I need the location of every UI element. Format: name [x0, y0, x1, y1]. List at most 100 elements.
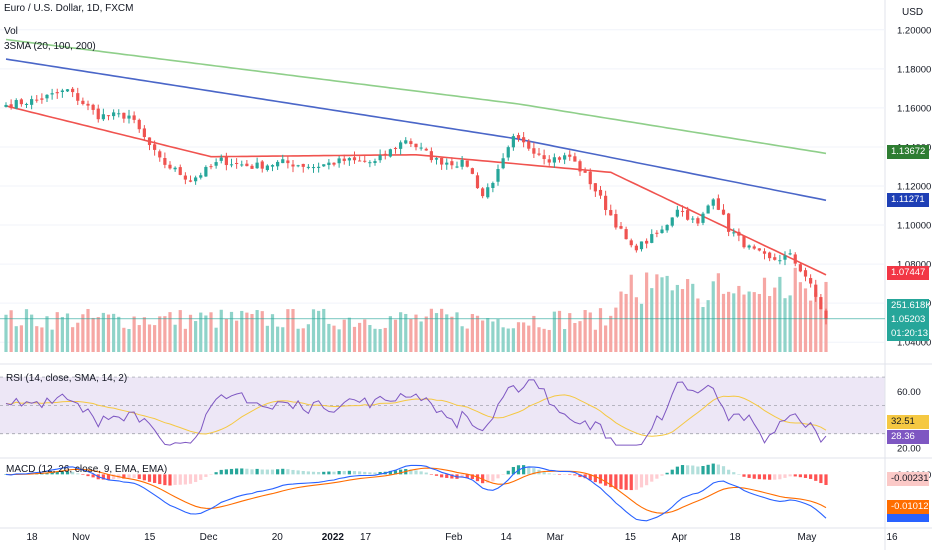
- candle-body: [624, 229, 628, 240]
- macd-histogram-bar: [163, 474, 167, 486]
- candle-body: [778, 260, 782, 262]
- candle-body: [762, 251, 767, 254]
- volume-bar: [619, 291, 623, 352]
- candle-body: [86, 103, 90, 106]
- macd-histogram-bar: [563, 474, 567, 475]
- volume-bar: [429, 308, 433, 352]
- volume-bar: [404, 313, 408, 352]
- macd-histogram-bar: [604, 474, 608, 486]
- candle-body: [106, 115, 111, 117]
- macd-histogram-bar: [778, 474, 782, 480]
- macd-histogram-bar: [301, 470, 305, 475]
- volume-bar: [752, 292, 756, 352]
- volume-bar: [445, 314, 449, 352]
- macd-histogram-bar: [768, 474, 772, 480]
- volume-bar: [101, 312, 105, 352]
- macd-label[interactable]: MACD (12, 26, close, 9, EMA, EMA): [6, 464, 168, 475]
- macd-histogram-bar: [204, 474, 208, 477]
- macd-histogram-bar: [240, 468, 244, 475]
- candle-body: [460, 159, 464, 167]
- volume-bar: [50, 329, 54, 352]
- volume-bar: [486, 318, 490, 352]
- currency-label[interactable]: USD: [902, 7, 924, 18]
- volume-bar: [342, 319, 346, 352]
- volume-bar: [588, 312, 592, 352]
- macd-histogram-bar: [188, 474, 193, 484]
- macd-histogram-bar: [624, 474, 628, 490]
- volume-bar: [255, 310, 259, 352]
- candle-body: [752, 246, 756, 249]
- candle-body: [399, 142, 403, 149]
- macd-histogram-bar: [440, 474, 444, 478]
- candle-body: [655, 232, 659, 234]
- volume-bar: [158, 316, 162, 352]
- date-tick-label: Mar: [547, 532, 565, 543]
- macd-histogram-bar: [306, 471, 310, 475]
- macd-histogram-bar: [317, 471, 321, 475]
- date-tick-label: 15: [625, 532, 637, 543]
- candle-body: [332, 162, 336, 165]
- macd-histogram-bar: [527, 466, 531, 475]
- candle-body: [542, 155, 546, 160]
- candle-body: [552, 157, 556, 163]
- volume-bar: [557, 310, 562, 352]
- macd-histogram-bar: [219, 469, 223, 475]
- volume-bar: [132, 316, 136, 352]
- volume-bar: [45, 316, 49, 352]
- volume-bar: [347, 317, 351, 352]
- macd-histogram-bar: [50, 471, 54, 475]
- candle-body: [178, 167, 182, 175]
- rsi-tick-label: 20.00: [897, 443, 921, 454]
- candle-body: [819, 297, 823, 310]
- volume-bar: [30, 314, 34, 352]
- volume-bar: [470, 314, 474, 352]
- rsi-ma-line: [5, 394, 827, 437]
- macd-histogram-bar: [86, 474, 90, 477]
- volume-badge: 251.618K: [887, 299, 929, 313]
- countdown-badge: 01:20:13: [887, 327, 929, 341]
- macd-histogram-bar: [522, 465, 526, 475]
- macd-histogram-bar: [178, 474, 182, 485]
- candle-body: [496, 169, 500, 182]
- macd-histogram-bar: [609, 474, 613, 488]
- volume-bar: [153, 325, 157, 352]
- price-tick-label: 1.20000: [897, 25, 931, 36]
- volume-bar: [711, 281, 715, 352]
- sma20-line: [5, 105, 827, 276]
- macd-histogram-bar: [588, 474, 592, 481]
- volume-bar: [604, 325, 608, 352]
- candle-body: [24, 103, 29, 105]
- macd-histogram-bar: [665, 472, 669, 475]
- signal-badge: -0.01012: [887, 500, 929, 514]
- macd-histogram-bar: [419, 471, 423, 475]
- sma-label[interactable]: 3SMA (20, 100, 200): [4, 41, 96, 52]
- macd-histogram-bar: [762, 474, 767, 480]
- volume-bar: [14, 326, 18, 352]
- candle-body: [727, 213, 731, 232]
- rsi-label[interactable]: RSI (14, close, SMA, 14, 2): [6, 373, 128, 384]
- candle-body: [686, 210, 690, 220]
- candle-body: [809, 278, 813, 284]
- macd-histogram-bar: [281, 468, 285, 475]
- volume-bar: [393, 319, 398, 352]
- candle-body: [317, 166, 321, 168]
- macd-histogram-bar: [55, 471, 59, 475]
- candle-body: [711, 199, 715, 206]
- vol-label[interactable]: Vol: [4, 26, 18, 37]
- candle-body: [240, 164, 244, 166]
- volume-bar: [301, 328, 305, 352]
- date-tick-label: May: [798, 532, 817, 543]
- macd-histogram-bar: [378, 471, 382, 475]
- volume-bar: [24, 309, 29, 352]
- macd-histogram-bar: [183, 474, 187, 485]
- candle-body: [153, 144, 157, 150]
- macd-histogram-bar: [112, 474, 116, 480]
- candle-body: [701, 213, 705, 223]
- candle-body: [71, 88, 75, 93]
- candle-body: [486, 187, 490, 198]
- volume-bar: [209, 312, 213, 352]
- date-tick-label: 20: [272, 532, 284, 543]
- candle-body: [117, 113, 121, 115]
- macd-histogram-bar: [552, 473, 556, 475]
